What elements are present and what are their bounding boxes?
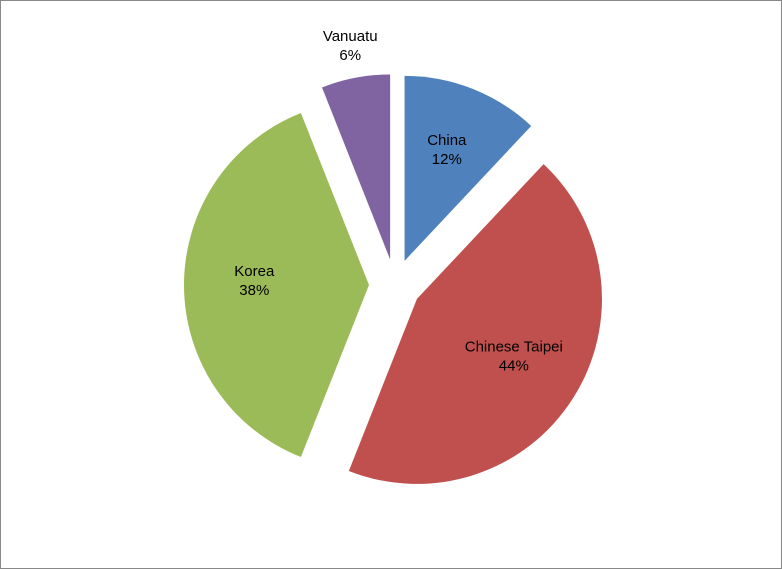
pie-slice <box>348 164 602 484</box>
slice-name: Chinese Taipei <box>465 338 563 355</box>
pie-slice <box>404 75 532 261</box>
slice-label: Korea 38% <box>234 263 275 299</box>
slice-name: Vanuatu <box>323 28 378 45</box>
slice-value: 12% <box>432 151 462 168</box>
slice-value: 6% <box>339 47 361 64</box>
pie-slice <box>184 112 369 458</box>
pie-slice <box>322 74 391 260</box>
slice-label: China 12% <box>427 132 467 168</box>
slice-name: China <box>427 132 467 149</box>
slice-label: Vanuatu 6% <box>323 28 378 64</box>
slice-label: Chinese Taipei 44% <box>465 338 563 374</box>
slice-value: 44% <box>499 357 529 374</box>
slice-name: Korea <box>234 263 275 280</box>
slice-value: 38% <box>239 282 269 299</box>
